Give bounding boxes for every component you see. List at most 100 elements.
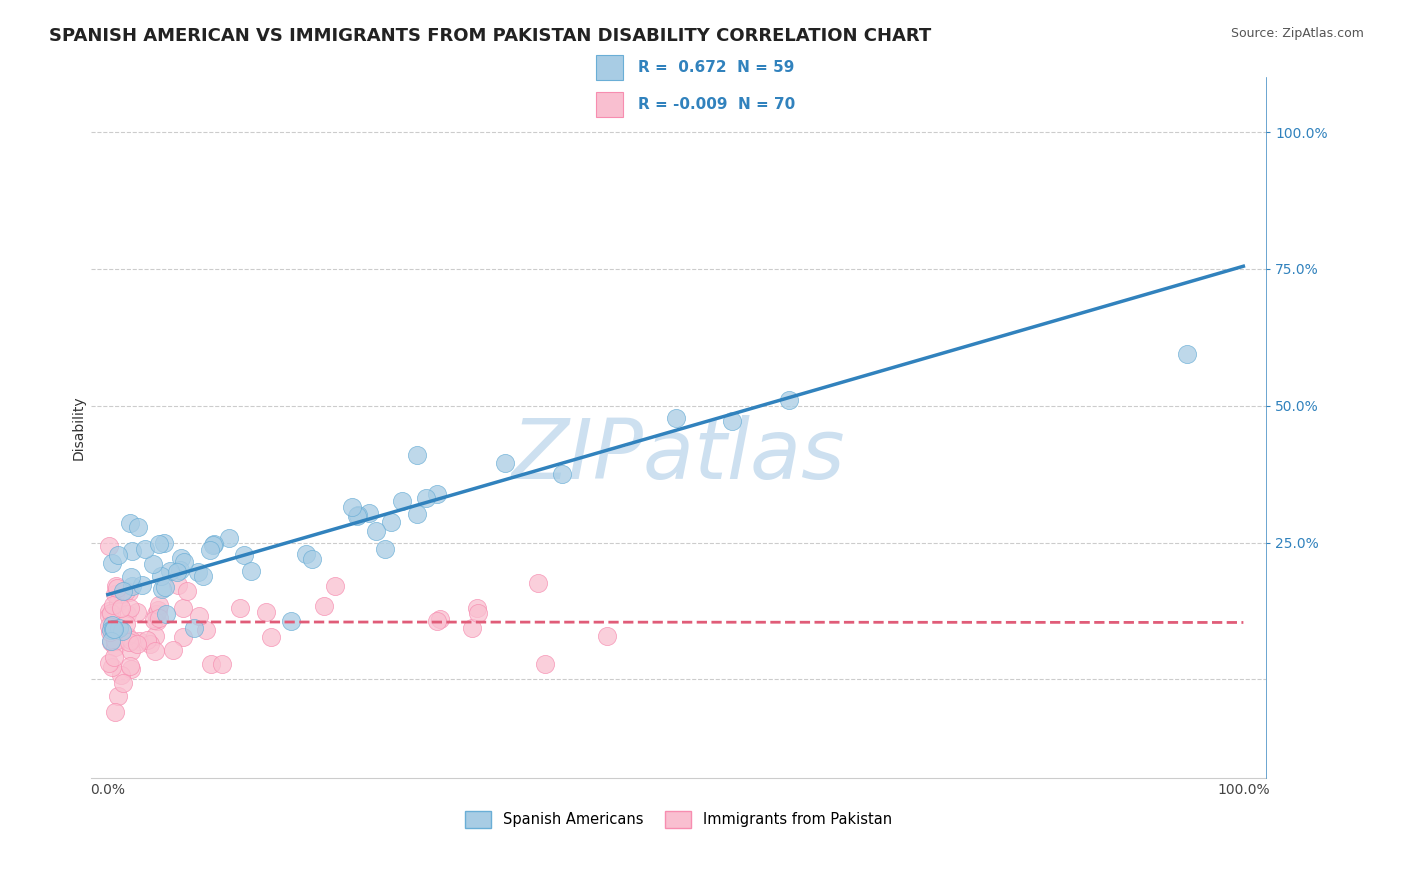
Point: [98, 619, 121, 633]
Point: [155, 607, 177, 622]
Legend: Spanish Americans, Immigrants from Pakistan: Spanish Americans, Immigrants from Pakis…: [458, 805, 898, 834]
Point: [121, 579, 143, 593]
Text: SPANISH AMERICAN VS IMMIGRANTS FROM PAKISTAN DISABILITY CORRELATION CHART: SPANISH AMERICAN VS IMMIGRANTS FROM PAKI…: [49, 27, 931, 45]
Point: [107, 548, 129, 562]
Point: [254, 606, 277, 620]
Point: [105, 579, 128, 593]
FancyBboxPatch shape: [596, 92, 623, 118]
Point: [111, 587, 134, 601]
Point: [97, 656, 120, 670]
Point: [111, 624, 134, 638]
Point: [118, 584, 141, 599]
Point: [460, 621, 482, 635]
Point: [239, 565, 262, 579]
Point: [120, 632, 142, 647]
Point: [110, 601, 132, 615]
Point: [596, 629, 619, 643]
Point: [426, 487, 449, 501]
Point: [778, 392, 800, 407]
Point: [218, 531, 240, 545]
Point: [150, 569, 173, 583]
Point: [138, 637, 160, 651]
Point: [173, 555, 195, 569]
Point: [280, 614, 302, 628]
Point: [142, 557, 165, 571]
Point: [100, 623, 122, 637]
Point: [301, 552, 323, 566]
Point: [198, 543, 221, 558]
Point: [118, 601, 141, 615]
Point: [100, 635, 122, 649]
Point: [188, 609, 211, 624]
Point: [108, 621, 131, 635]
FancyBboxPatch shape: [596, 54, 623, 80]
Point: [200, 657, 222, 671]
Point: [111, 583, 134, 598]
Point: [159, 564, 181, 578]
Point: [135, 633, 157, 648]
Point: [153, 536, 176, 550]
Point: [148, 611, 170, 625]
Point: [152, 582, 174, 596]
Point: [118, 634, 141, 648]
Point: [101, 556, 124, 570]
Point: [391, 493, 413, 508]
Point: [232, 548, 254, 562]
Point: [415, 491, 437, 505]
Point: [104, 634, 127, 648]
Point: [169, 563, 191, 577]
Point: [145, 644, 167, 658]
Point: [153, 580, 176, 594]
Point: [187, 565, 209, 579]
Point: [127, 605, 149, 619]
Point: [134, 542, 156, 557]
Point: [103, 623, 125, 637]
Point: [115, 607, 138, 622]
Point: [120, 516, 142, 530]
Point: [467, 606, 489, 620]
Y-axis label: Disability: Disability: [72, 395, 86, 460]
Text: R = -0.009  N = 70: R = -0.009 N = 70: [638, 97, 796, 112]
Text: Source: ZipAtlas.com: Source: ZipAtlas.com: [1230, 27, 1364, 40]
Text: R =  0.672  N = 59: R = 0.672 N = 59: [638, 60, 794, 75]
Point: [202, 538, 225, 552]
Point: [169, 550, 191, 565]
Point: [426, 614, 449, 628]
Point: [183, 621, 205, 635]
Point: [98, 539, 121, 553]
Point: [125, 637, 148, 651]
Point: [97, 604, 120, 618]
Point: [101, 598, 124, 612]
Point: [202, 537, 225, 551]
Point: [380, 515, 402, 529]
Point: [121, 662, 143, 676]
Point: [120, 658, 142, 673]
Point: [465, 600, 488, 615]
Point: [494, 456, 516, 470]
Point: [295, 547, 318, 561]
Point: [533, 657, 555, 671]
Point: [105, 581, 128, 595]
Point: [340, 500, 363, 514]
Point: [146, 602, 169, 616]
Point: [131, 578, 153, 592]
Point: [551, 467, 574, 481]
Point: [526, 576, 548, 591]
Point: [191, 569, 214, 583]
Point: [103, 649, 125, 664]
Point: [142, 613, 165, 627]
Point: [114, 617, 136, 632]
Point: [211, 657, 233, 671]
Point: [364, 524, 387, 538]
Point: [115, 583, 138, 598]
Point: [405, 507, 427, 521]
Point: [128, 634, 150, 648]
Point: [101, 622, 124, 636]
Point: [120, 569, 142, 583]
Point: [104, 587, 127, 601]
Point: [162, 643, 184, 657]
Point: [97, 609, 120, 624]
Point: [176, 583, 198, 598]
Point: [100, 618, 122, 632]
Point: [166, 565, 188, 579]
